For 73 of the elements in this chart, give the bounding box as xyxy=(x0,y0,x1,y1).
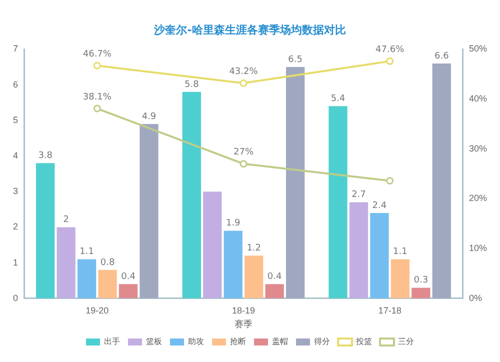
y-tick-label: 3 xyxy=(12,186,18,196)
bar xyxy=(36,163,55,298)
data-label: 1.9 xyxy=(226,218,241,229)
data-label: 6.5 xyxy=(288,54,302,65)
y2-tick-label: 20% xyxy=(468,193,487,204)
x-tick-label: 19-20 xyxy=(86,305,109,316)
legend-label: 助攻 xyxy=(188,337,204,346)
bar xyxy=(432,63,451,298)
data-label: 2.7 xyxy=(352,190,366,200)
data-label: 5.4 xyxy=(330,94,346,104)
data-label: 5.8 xyxy=(184,80,200,90)
y-tick-label: 0 xyxy=(12,292,18,303)
bar xyxy=(286,67,305,298)
y-tick-label: 6 xyxy=(12,79,18,90)
bar xyxy=(390,259,410,298)
data-label: 4.9 xyxy=(142,112,156,122)
data-label: 1.1 xyxy=(393,247,408,258)
bar xyxy=(98,270,117,298)
data-label: 0.8 xyxy=(100,258,115,268)
data-label: 2 xyxy=(63,215,69,226)
chart-title: 沙奎尔-哈里森生涯各赛季场均数据对比 xyxy=(153,23,346,36)
point xyxy=(93,104,101,112)
bar xyxy=(244,256,264,298)
bar xyxy=(56,227,76,298)
y2-tick-label: 10% xyxy=(468,243,487,254)
point xyxy=(240,160,248,168)
legend-label: 三分 xyxy=(398,337,414,346)
data-label: 6.6 xyxy=(434,51,450,62)
y2-tick-label: 50% xyxy=(468,44,487,54)
point xyxy=(386,177,394,185)
bar xyxy=(118,284,138,298)
data-label: 1.2 xyxy=(246,244,262,254)
data-label: 3.8 xyxy=(38,150,53,161)
data-label: 46.7% xyxy=(82,49,112,60)
legend-label: 得分 xyxy=(314,337,330,346)
legend-label: 盖帽 xyxy=(272,337,288,346)
data-label: 0.4 xyxy=(267,272,282,282)
point xyxy=(386,57,394,65)
y-tick-label: 5 xyxy=(12,114,18,125)
data-label: 27% xyxy=(233,148,254,158)
y-tick-label: 2 xyxy=(12,222,18,232)
x-tick-label: 18-19 xyxy=(232,305,256,316)
bar xyxy=(349,202,368,298)
data-label: 2.4 xyxy=(372,200,387,211)
y-tick-label: 1 xyxy=(12,257,18,268)
data-label: 43.2% xyxy=(229,66,258,77)
bar xyxy=(203,192,222,298)
bar xyxy=(412,288,430,298)
x-axis-title: 赛季 xyxy=(234,319,252,330)
bar xyxy=(140,124,158,298)
data-label: 47.6% xyxy=(376,45,405,56)
point xyxy=(93,62,101,70)
legend-label: 投篮 xyxy=(355,337,372,346)
legend-label: 篮板 xyxy=(146,337,162,346)
y-tick-label: 4 xyxy=(12,150,18,160)
data-label: 1.1 xyxy=(80,247,94,258)
bar xyxy=(182,92,201,298)
legend-label: 出手 xyxy=(104,337,120,346)
y2-tick-label: 0% xyxy=(468,292,482,303)
point xyxy=(240,79,248,87)
y2-tick-label: 30% xyxy=(468,143,487,154)
x-tick-label: 17-18 xyxy=(378,305,402,316)
bar xyxy=(265,284,284,298)
legend-label: 抢断 xyxy=(230,337,246,346)
y-tick-label: 7 xyxy=(12,44,18,54)
data-label: 0.3 xyxy=(414,276,428,286)
bar xyxy=(370,212,389,298)
bar xyxy=(328,106,348,298)
data-label: 38.1% xyxy=(82,92,112,102)
bar xyxy=(224,230,242,298)
bar xyxy=(77,259,96,298)
data-label: 0.4 xyxy=(121,272,136,282)
y2-tick-label: 40% xyxy=(468,94,487,104)
